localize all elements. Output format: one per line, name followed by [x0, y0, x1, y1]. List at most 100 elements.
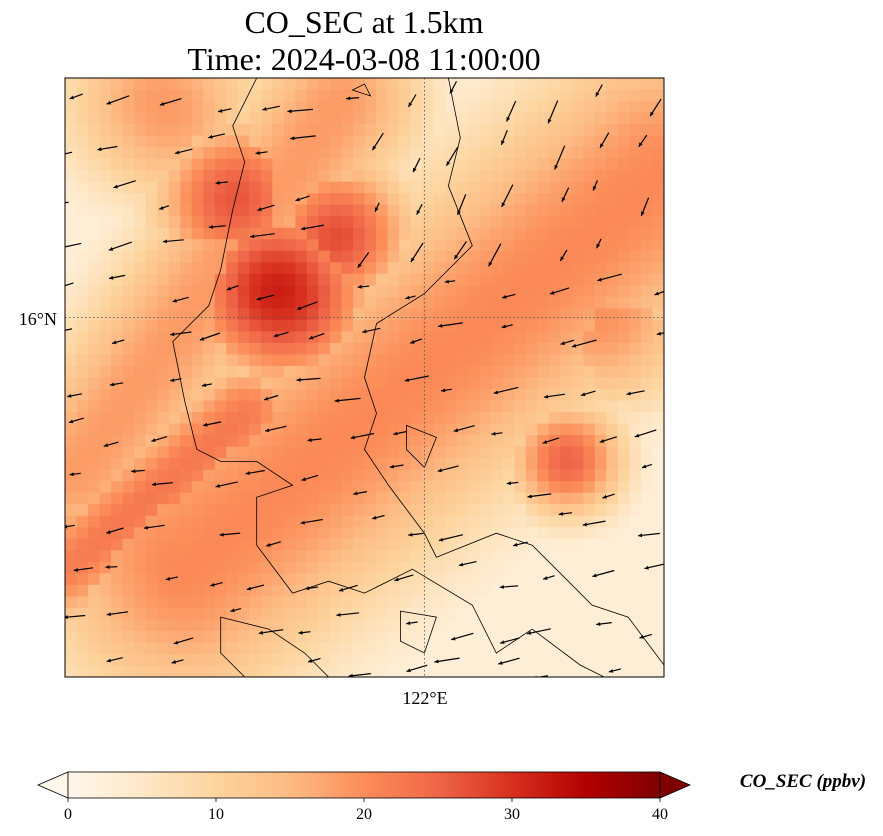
heat-cell: [191, 181, 204, 194]
heat-cell: [456, 504, 469, 517]
heat-cell: [88, 101, 101, 114]
heat-cell: [606, 124, 619, 137]
heat-cell: [329, 181, 343, 194]
heat-cell: [479, 377, 492, 390]
heat-cell: [237, 412, 250, 425]
heat-cell: [468, 377, 481, 390]
heat-cell: [157, 515, 170, 528]
heat-cell: [237, 573, 250, 586]
heat-cell: [640, 538, 654, 551]
heat-cell: [433, 446, 446, 459]
heat-cell: [491, 365, 504, 379]
heat-cell: [157, 365, 170, 379]
heat-cell: [640, 584, 654, 597]
heat-cell: [214, 481, 227, 494]
heat-cell: [376, 147, 389, 160]
heat-cell: [537, 642, 550, 655]
heat-cell: [548, 204, 561, 217]
heat-cell: [272, 538, 285, 551]
heat-cell: [652, 147, 664, 160]
wind-arrowhead: [654, 291, 659, 296]
heat-cell: [249, 446, 262, 459]
heat-cell: [76, 319, 89, 333]
heat-cell: [422, 561, 435, 574]
heat-cell: [364, 296, 377, 309]
heat-cell: [422, 596, 435, 609]
heat-cell: [272, 435, 285, 448]
heat-cell: [352, 469, 366, 482]
heat-cell: [629, 112, 642, 125]
heat-cell: [571, 319, 584, 333]
heat-cell: [168, 319, 181, 333]
heat-cell: [445, 331, 458, 344]
heat-cell: [387, 584, 400, 597]
heat-cell: [226, 573, 239, 586]
heat-cell: [76, 354, 89, 367]
heat-cell: [479, 354, 492, 367]
heat-cell: [180, 435, 193, 448]
heat-cell: [525, 193, 538, 206]
heat-cell: [364, 561, 377, 574]
heat-cell: [295, 331, 308, 344]
heat-cell: [445, 319, 458, 333]
heat-cell: [329, 354, 343, 367]
heat-cell: [560, 527, 573, 540]
heat-cell: [387, 147, 400, 160]
heat-cell: [214, 561, 227, 574]
heat-cell: [99, 308, 112, 321]
heat-cell: [122, 262, 135, 275]
heat-cell: [387, 124, 400, 137]
heat-cell: [99, 538, 112, 551]
heat-cell: [456, 308, 469, 321]
heat-cell: [629, 319, 642, 333]
heat-cell: [422, 458, 435, 471]
heat-cell: [491, 158, 504, 171]
heat-cell: [502, 170, 515, 183]
heat-cell: [318, 354, 331, 367]
heat-cell: [88, 642, 101, 655]
heat-cell: [629, 296, 642, 309]
heat-cell: [99, 158, 112, 171]
heat-cell: [99, 665, 112, 677]
heat-cell: [617, 630, 631, 644]
heat-cell: [617, 331, 631, 344]
heat-cell: [260, 331, 273, 344]
heat-cell: [191, 481, 204, 494]
heat-cell: [76, 262, 89, 275]
heat-cell: [260, 250, 273, 263]
wind-arrow: [554, 145, 566, 170]
heat-cell: [226, 319, 239, 333]
heat-cell: [583, 147, 596, 160]
heat-cell: [560, 193, 573, 206]
heat-cell: [341, 101, 354, 114]
heat-cell: [191, 89, 204, 102]
heat-cell: [617, 135, 631, 148]
heat-cell: [617, 550, 631, 563]
heat-cell: [376, 538, 389, 551]
heat-cell: [134, 216, 147, 229]
wind-arrowhead: [230, 682, 234, 686]
heat-cell: [168, 227, 181, 240]
heat-cell: [318, 181, 331, 194]
heat-cell: [111, 78, 124, 91]
heat-cell: [387, 365, 400, 379]
heat-cell: [364, 124, 377, 137]
heat-cell: [260, 596, 273, 609]
colorbar-tick-label: 0: [64, 806, 72, 823]
heat-cell: [283, 607, 296, 620]
heat-cell: [445, 561, 458, 574]
heat-cell: [445, 607, 458, 620]
heat-cell: [214, 89, 227, 102]
heat-cell: [594, 158, 607, 171]
heat-cell: [606, 561, 619, 574]
heat-cell: [445, 285, 458, 298]
heat-cell: [191, 204, 204, 217]
heat-cell: [583, 400, 596, 413]
heat-cell: [571, 630, 584, 644]
heat-cell: [249, 423, 262, 436]
heat-cell: [445, 273, 458, 286]
heat-cell: [157, 262, 170, 275]
wind-arrowhead: [638, 533, 643, 538]
heat-cell: [272, 504, 285, 517]
heat-cell: [134, 112, 147, 125]
